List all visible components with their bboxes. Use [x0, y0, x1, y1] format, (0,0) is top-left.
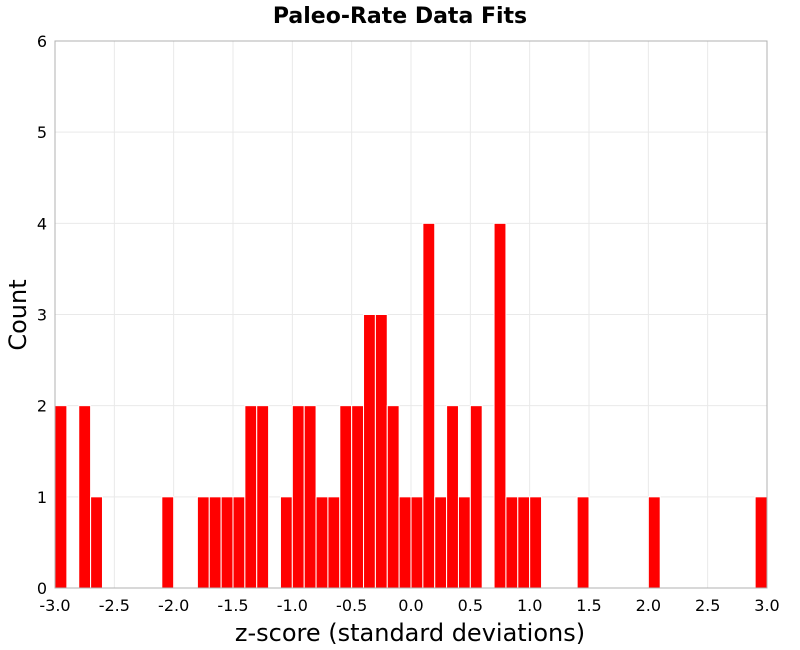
- plot-frame: [54, 40, 768, 589]
- histogram-bar: [647, 496, 661, 589]
- y-tick-label: 4: [37, 214, 47, 233]
- histogram-bar: [315, 496, 329, 589]
- histogram-bar: [291, 405, 305, 589]
- histogram-bar: [446, 405, 459, 589]
- histogram-bar: [351, 405, 365, 589]
- histogram-bar: [754, 496, 768, 589]
- y-tick-label: 3: [37, 306, 47, 325]
- x-tick-label: 0.5: [458, 596, 483, 615]
- x-tick-label: -1.0: [277, 596, 308, 615]
- x-tick-label: 0.0: [398, 596, 423, 615]
- x-tick-label: -1.5: [217, 596, 248, 615]
- y-tick-label: 0: [37, 579, 47, 598]
- x-tick-label: 3.0: [754, 596, 779, 615]
- bars: [54, 222, 768, 589]
- x-tick-label: 2.5: [695, 596, 720, 615]
- histogram-bar: [469, 405, 483, 589]
- histogram-bar: [410, 496, 424, 589]
- histogram-bar: [434, 496, 448, 589]
- x-tick-label: -2.5: [99, 596, 130, 615]
- y-tick-label: 2: [37, 397, 47, 416]
- histogram-bar: [398, 496, 412, 589]
- y-axis-label: Count: [4, 279, 32, 350]
- x-axis-label: z-score (standard deviations): [235, 619, 585, 647]
- histogram-bar: [208, 496, 222, 589]
- y-tick-label: 5: [37, 123, 47, 142]
- histogram-bar: [90, 496, 103, 589]
- histogram-bar: [303, 405, 317, 589]
- histogram-bar: [493, 222, 507, 589]
- y-tick-labels: 0 1 2 3 4 5 6: [37, 32, 47, 598]
- histogram-bar: [517, 496, 531, 589]
- y-tick-label: 1: [37, 488, 47, 507]
- histogram-bar: [327, 496, 341, 589]
- chart-title: Paleo-Rate Data Fits: [273, 4, 527, 29]
- histogram-bar: [196, 496, 210, 589]
- histogram-bar: [279, 496, 293, 589]
- histogram-bar: [256, 405, 270, 589]
- histogram-bar: [78, 405, 92, 589]
- histogram-bar: [363, 314, 376, 589]
- histogram-bar: [422, 222, 436, 589]
- histogram-bar: [244, 405, 258, 589]
- histogram-bar: [339, 405, 353, 589]
- histogram-bar: [505, 496, 519, 589]
- y-tick-label: 6: [37, 32, 47, 51]
- histogram-bar: [161, 496, 175, 589]
- histogram-bar: [576, 496, 590, 589]
- histogram-bar: [529, 496, 543, 589]
- x-tick-label: 1.0: [517, 596, 542, 615]
- histogram-bar: [386, 405, 400, 589]
- x-tick-label: -0.5: [336, 596, 367, 615]
- histogram-bar: [220, 496, 234, 589]
- histogram-bar: [374, 314, 388, 589]
- histogram-bar: [457, 496, 471, 589]
- x-tick-label: 1.5: [576, 596, 601, 615]
- histogram-bar: [232, 496, 246, 589]
- x-tick-label: -2.0: [158, 596, 189, 615]
- x-tick-label: 2.0: [636, 596, 661, 615]
- histogram-bar: [54, 405, 68, 589]
- x-tick-label: -3.0: [39, 596, 70, 615]
- x-tick-labels: -3.0 -2.5 -2.0 -1.5 -1.0 -0.5 0.0 0.5 1.0 1.5 2.0 2…: [39, 596, 779, 615]
